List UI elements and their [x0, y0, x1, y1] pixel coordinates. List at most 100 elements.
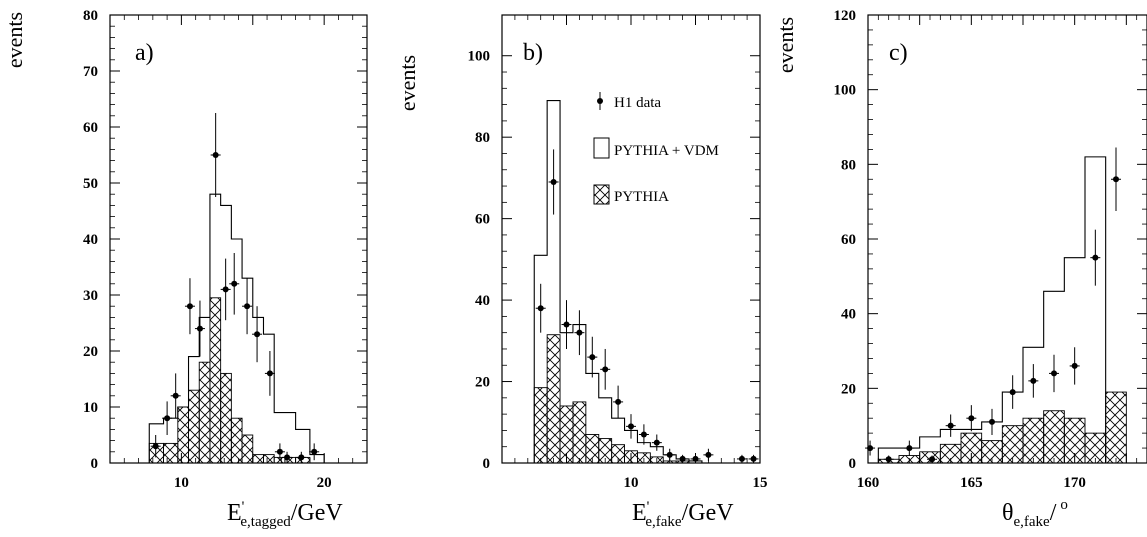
legend: H1 data PYTHIA + VDM PYTHIA	[593, 92, 719, 205]
y-tick-label: 100	[468, 49, 491, 65]
y-tick-label: 30	[83, 288, 98, 304]
data-point	[1090, 229, 1101, 286]
data-marker	[628, 423, 634, 430]
data-point	[150, 435, 161, 458]
data-marker	[1092, 254, 1099, 261]
pythia-bin	[263, 454, 275, 464]
data-marker	[231, 280, 238, 287]
pythia-bin	[188, 389, 200, 464]
y-tick-label: 80	[841, 157, 856, 173]
data-point	[600, 348, 611, 390]
data-point	[927, 455, 938, 463]
data-marker	[589, 354, 596, 361]
y-axis-label: events	[395, 55, 420, 111]
pythia-vdm-histogram	[148, 193, 325, 463]
data-marker	[968, 415, 975, 422]
y-tick-label: 40	[475, 293, 490, 309]
pythia-bin	[209, 297, 222, 464]
data-marker	[284, 454, 291, 461]
data-point	[220, 258, 231, 321]
data-point	[274, 443, 285, 461]
y-tick-label: 100	[834, 83, 857, 99]
x-label-main: E	[632, 500, 647, 526]
x-tick-label: 10	[624, 475, 639, 491]
y-axis-label: events	[773, 17, 798, 73]
panel-label: b)	[523, 40, 543, 66]
data-marker	[254, 331, 261, 338]
data-point	[561, 300, 572, 349]
x-label-main: θ	[1002, 500, 1014, 526]
data-point	[535, 283, 546, 333]
chart-panel-a: 0 10 20 30 40 50 60 70 80 10 20 events a) E' e,tagged/…	[2, 8, 368, 530]
chart-panel-b: 0 20 40 60 80 100 10 15 events b) E' e,fake/GeV H1 d…	[395, 14, 768, 530]
pythia-bin	[1043, 410, 1065, 464]
y-tick-label: 80	[475, 130, 490, 146]
data-marker	[1009, 389, 1016, 396]
data-marker	[266, 370, 273, 377]
data-point	[1007, 375, 1018, 409]
y-tick-label: 60	[475, 212, 490, 228]
data-point	[242, 278, 253, 335]
legend-label-vdm: PYTHIA + VDM	[614, 143, 719, 159]
y-tick-label: 60	[83, 120, 98, 136]
y-tick-label: 70	[83, 64, 98, 80]
data-point	[736, 454, 747, 463]
data-marker	[615, 398, 622, 405]
data-marker	[602, 366, 609, 373]
data-point	[210, 113, 221, 197]
x-label-unit: /	[1050, 500, 1057, 526]
pythia-bin	[1105, 391, 1127, 464]
pythia-bin	[220, 372, 232, 464]
pythia-bin	[177, 406, 189, 464]
data-marker	[1051, 370, 1057, 377]
x-label-subscript: e,fake	[1014, 514, 1051, 530]
x-tick-label: 20	[317, 475, 332, 491]
data-marker	[244, 303, 251, 310]
y-tick-label: 0	[483, 456, 491, 472]
data-point	[1111, 147, 1121, 211]
data-point	[548, 149, 559, 215]
h1-data-series	[865, 147, 1121, 463]
legend-label-pythia: PYTHIA	[614, 189, 669, 205]
x-label-unit: /GeV	[291, 500, 344, 526]
y-tick-label: 0	[849, 456, 857, 472]
x-tick-label: 160	[857, 475, 880, 491]
pythia-bin	[546, 334, 561, 464]
legend-data-marker	[597, 98, 603, 104]
h1-data-series	[535, 149, 759, 463]
data-marker	[537, 305, 544, 312]
data-point	[587, 336, 598, 378]
x-label-prime: '	[647, 499, 650, 515]
data-point	[638, 424, 649, 445]
chart-panel-c: 0 20 40 60 80 100 120 160 165 170 events c) θe,fake/…	[773, 8, 1147, 530]
data-point	[574, 310, 585, 356]
data-marker	[1030, 377, 1037, 384]
data-point	[904, 440, 915, 456]
data-marker	[705, 451, 712, 458]
y-tick-label: 40	[83, 232, 98, 248]
panel-label: c)	[889, 40, 908, 66]
data-point	[987, 408, 997, 435]
x-label-superscript: o	[1060, 497, 1068, 513]
data-point	[1069, 347, 1080, 385]
data-marker	[276, 448, 283, 455]
data-marker	[989, 418, 995, 425]
data-marker	[1113, 176, 1119, 183]
x-tick-label: 15	[753, 475, 768, 491]
data-point	[296, 451, 307, 463]
pythia-bin	[252, 454, 264, 464]
data-marker	[196, 325, 203, 332]
pythia-bin	[1022, 417, 1045, 464]
data-marker	[750, 455, 757, 462]
h1-data-series	[150, 113, 320, 463]
data-point	[252, 306, 263, 363]
legend-label-data: H1 data	[614, 95, 661, 111]
data-marker	[550, 178, 557, 185]
pythia-bin	[230, 417, 243, 464]
data-point	[170, 373, 181, 419]
y-tick-label: 20	[83, 344, 98, 360]
x-tick-label: 165	[960, 475, 983, 491]
data-point	[309, 443, 320, 461]
data-marker	[1071, 362, 1078, 369]
